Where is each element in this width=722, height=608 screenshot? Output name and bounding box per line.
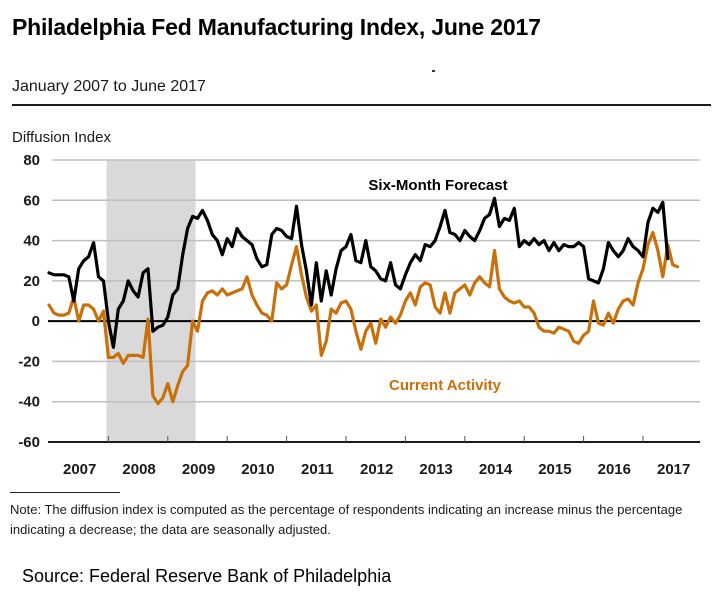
- x-tick-label: 2008: [122, 461, 155, 478]
- chart-subtitle: January 2007 to June 2017: [12, 78, 206, 95]
- y-tick-label: 20: [23, 273, 40, 290]
- x-tick-label: 2011: [301, 461, 334, 478]
- y-axis-title: Diffusion Index: [12, 129, 111, 146]
- stray-mark: [432, 70, 435, 72]
- y-tick-label: 60: [23, 192, 40, 209]
- x-tick-label: 2009: [182, 461, 215, 478]
- x-tick-label: 2007: [63, 461, 96, 478]
- y-tick-label: 0: [32, 313, 40, 330]
- note-rule: [10, 492, 120, 493]
- y-axis-ticks: 80 60 40 20 0 -20 -40 -60: [18, 152, 40, 451]
- x-tick-label: 2015: [538, 461, 571, 478]
- y-tick-label: 80: [23, 152, 40, 169]
- series-line-six-month-forecast: [47, 196, 670, 349]
- series-label-current-activity: Current Activity: [389, 377, 502, 394]
- x-tick-label: 2010: [241, 461, 274, 478]
- x-tick-label: 2014: [479, 461, 513, 478]
- series-label-six-month-forecast: Six-Month Forecast: [368, 177, 507, 194]
- header-rule: [12, 104, 711, 106]
- gridlines: [48, 159, 700, 443]
- y-tick-label: -60: [18, 434, 40, 451]
- x-axis-ticks: 2007 2008 2009 2010 2011 2012 2013 2014 2015 2016…: [63, 436, 690, 478]
- y-tick-label: -40: [18, 394, 40, 411]
- y-tick-label: -20: [18, 353, 40, 370]
- y-tick-label: 40: [23, 233, 40, 250]
- chart-title: Philadelphia Fed Manufacturing Index, Ju…: [12, 14, 541, 40]
- source-line: Source: Federal Reserve Bank of Philadel…: [22, 566, 392, 586]
- series-line-current-activity: [47, 230, 680, 406]
- series-lines: [47, 196, 680, 406]
- x-tick-label: 2017: [657, 461, 690, 478]
- footnote: Note: The diffusion index is computed as…: [10, 502, 683, 537]
- x-tick-label: 2016: [598, 461, 631, 478]
- x-tick-label: 2013: [419, 461, 452, 478]
- x-tick-label: 2012: [360, 461, 393, 478]
